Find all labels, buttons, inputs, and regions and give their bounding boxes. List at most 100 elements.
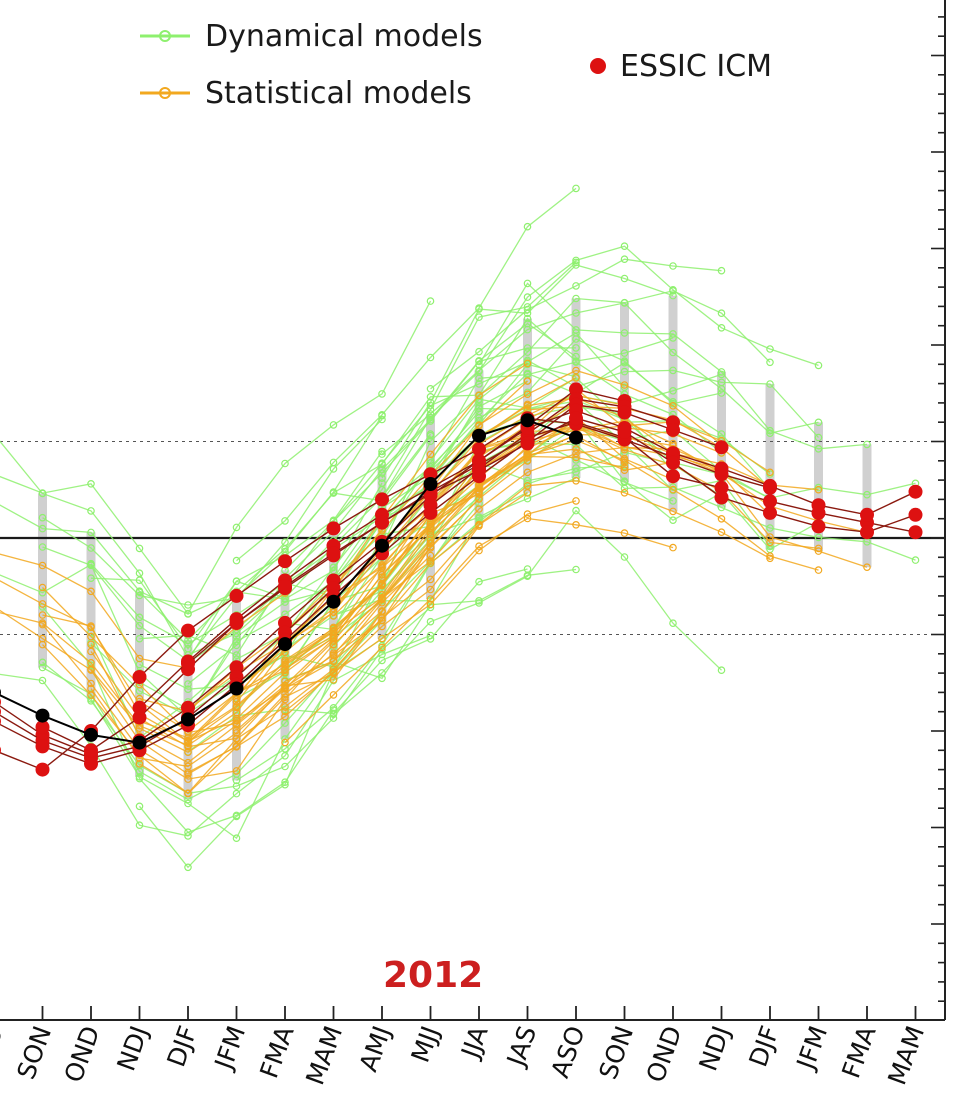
dynamical-point-63-0	[329, 710, 338, 719]
dynamical-point-91-6	[766, 426, 774, 435]
observed-point-0	[0, 688, 1, 697]
dynamical-point-90-3	[620, 367, 629, 376]
statistical-point-69-4	[523, 468, 532, 477]
essic-point-4-15	[763, 494, 777, 509]
essic-point-3-9	[423, 467, 438, 482]
dynamical-point-11-6	[329, 714, 338, 722]
essic-point-6-9	[617, 424, 632, 439]
dynamical-point-45-3	[378, 410, 386, 419]
statistical-point-62-4	[475, 546, 483, 555]
observed-point-5	[229, 681, 244, 696]
observed-point-2	[84, 727, 98, 742]
statistical-point-53-0	[232, 726, 241, 735]
essic-point-6-12	[763, 505, 777, 520]
dynamical-point-63-7	[669, 619, 677, 628]
essic-point-5-7	[472, 453, 486, 468]
dynamical-point-91-0	[475, 360, 483, 369]
dynamical-point-45-4	[426, 353, 435, 362]
x-tick-label-6: FMA	[254, 1022, 299, 1082]
dynamical-point-45-7	[572, 184, 580, 193]
dynamical-point-63-4	[523, 572, 532, 581]
statistical-point-50-4	[426, 450, 435, 459]
dynamical-line-21	[90, 401, 480, 717]
dynamical-point-45-2	[329, 458, 338, 467]
statistical-point-61-6	[572, 520, 580, 529]
dynamical-point-76-4	[572, 256, 580, 265]
legend-essic-label: ESSIC ICM	[620, 49, 772, 84]
dynamical-point-10-0	[38, 663, 47, 672]
x-tick-label-0: ASO	[0, 1022, 9, 1081]
essic-point-0-5	[229, 660, 244, 675]
dynamical-point-4-3	[135, 544, 144, 553]
dynamical-model-lines	[0, 184, 920, 872]
statistical-point-68-0	[329, 612, 338, 620]
statistical-point-41-0	[184, 768, 192, 777]
x-tick-label-8: AMJ	[354, 1022, 397, 1075]
essic-point-3-1	[35, 762, 50, 777]
x-tick-label-12: ASO	[545, 1022, 590, 1081]
statistical-point-97-7	[814, 547, 823, 555]
statistical-point-5-1	[38, 600, 47, 608]
dynamical-point-91-7	[814, 444, 823, 453]
dynamical-point-73-4	[572, 261, 580, 269]
dynamical-point-91-3	[620, 329, 629, 337]
dynamical-point-48-0	[232, 776, 241, 785]
dynamical-point-90-7	[814, 433, 823, 442]
essic-point-2-13	[617, 405, 632, 420]
statistical-point-52-7	[572, 374, 580, 382]
dynamical-line-90	[478, 359, 819, 438]
x-tick-label-13: SON	[593, 1022, 639, 1083]
statistical-point-53-1	[281, 683, 289, 692]
dynamical-point-22-5	[329, 563, 338, 572]
statistical-line-8	[0, 547, 432, 775]
dynamical-point-4-5	[232, 523, 241, 532]
statistical-point-71-0	[329, 651, 338, 660]
essic-line-6	[187, 417, 916, 665]
essic-point-6-13	[811, 519, 826, 534]
dynamical-line-63	[333, 509, 722, 715]
essic-point-4-18	[908, 525, 923, 540]
dynamical-point-30-2	[232, 651, 241, 659]
statistical-point-89-8	[814, 566, 823, 574]
dynamical-point-93-8	[863, 490, 871, 499]
dynamical-point-76-6	[669, 285, 677, 294]
statistical-point-69-0	[329, 641, 338, 649]
dynamical-point-0-1	[38, 524, 47, 533]
dynamical-point-4-6	[281, 459, 289, 468]
statistical-point-35-6	[426, 575, 435, 584]
statistical-point-16-5	[281, 668, 289, 677]
statistical-point-79-8	[766, 538, 774, 547]
statistical-point-16-0	[38, 611, 47, 619]
dynamical-point-76-7	[717, 323, 726, 332]
essic-point-3-10	[472, 442, 486, 457]
dynamical-point-13-2	[135, 621, 144, 630]
essic-point-6-2	[278, 579, 292, 594]
observed-point-4	[181, 712, 195, 727]
dynamical-point-31-0	[135, 802, 144, 811]
statistical-point-71-9	[766, 554, 774, 563]
dynamical-point-27-1	[184, 685, 192, 694]
statistical-point-61-3	[426, 595, 435, 603]
statistical-line-17	[42, 498, 480, 734]
essic-point-0-12	[569, 382, 583, 397]
essic-point-2-2	[84, 756, 98, 771]
statistical-point-61-7	[620, 529, 629, 537]
dynamical-point-83-0	[426, 456, 435, 464]
statistical-point-35-2	[232, 735, 241, 743]
observed-point-10	[472, 428, 486, 443]
legend-statistical-label: Statistical models	[205, 76, 472, 111]
dynamical-point-82-2	[523, 305, 532, 314]
statistical-point-78-6	[669, 401, 677, 410]
dynamical-point-12-3	[184, 828, 192, 837]
dynamical-line-76	[381, 245, 819, 499]
statistical-point-61-8	[669, 543, 677, 552]
dynamical-point-45-0	[232, 556, 241, 565]
dynamical-point-30-0	[135, 634, 144, 643]
statistical-point-60-0	[281, 656, 289, 665]
dynamical-point-4-2	[87, 479, 95, 488]
dynamical-point-13-0	[38, 543, 47, 551]
dynamical-point-36-6	[475, 313, 483, 321]
legend-statistical-marker	[159, 87, 171, 99]
statistical-point-15-1	[87, 679, 95, 688]
